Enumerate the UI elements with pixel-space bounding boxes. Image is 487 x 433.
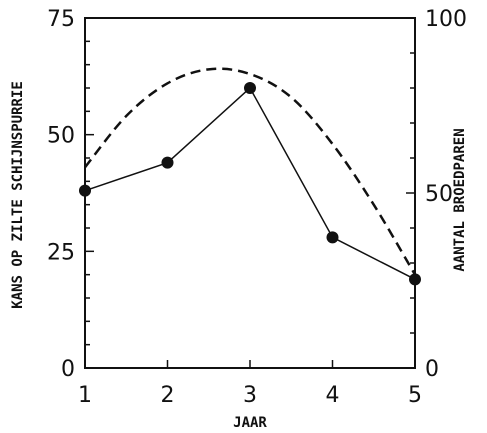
x-tick-label: 3 (243, 383, 257, 408)
series-line-solid (84, 86, 416, 281)
x-axis-ticks: 1 2 3 4 5 (78, 360, 422, 408)
series-layer (79, 67, 421, 286)
y-axis-title-left: KANS OP ZILTE SCHIJNSPURRIE (10, 81, 26, 309)
y-tick-label: 0 (61, 357, 75, 382)
fitted-curve-dashed (84, 67, 417, 276)
data-point (326, 231, 339, 244)
left-axis-ticks: 0 25 50 75 (47, 7, 94, 382)
x-tick-label: 5 (408, 383, 422, 408)
y-right-tick-label: 0 (425, 357, 439, 382)
y-axis-title-right: AANTAL BROEDPAREN (452, 128, 468, 271)
y-tick-label: 25 (47, 240, 75, 265)
x-tick-label: 1 (78, 383, 92, 408)
x-tick-label: 4 (326, 383, 340, 408)
data-point (161, 156, 174, 169)
data-point (244, 82, 256, 94)
x-tick-label: 2 (161, 383, 175, 408)
x-axis-title: JAAR (233, 415, 267, 431)
y-tick-label: 50 (47, 124, 75, 149)
y-right-tick-label: 50 (425, 182, 453, 207)
y-tick-label: 75 (47, 7, 75, 32)
right-axis-ticks: 0 50 100 (406, 7, 467, 382)
y-right-tick-label: 100 (425, 7, 467, 32)
data-point (409, 273, 421, 286)
data-point (79, 184, 91, 197)
